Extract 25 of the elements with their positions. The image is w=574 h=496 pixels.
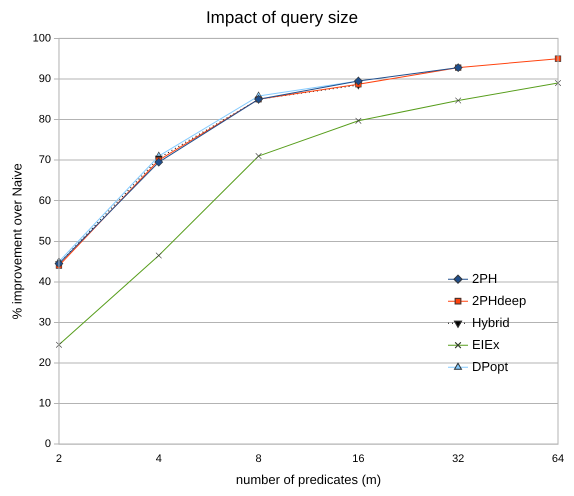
y-tick-label: 50 <box>38 235 51 248</box>
y-tick-label: 70 <box>38 154 51 166</box>
x-axis-title: number of predicates (m) <box>236 472 382 487</box>
x-tick-label: 4 <box>156 452 162 465</box>
y-tick-label: 80 <box>38 114 51 126</box>
legend-label: DPopt <box>472 358 509 374</box>
y-tick-label: 0 <box>44 438 51 450</box>
x-tick-label: 32 <box>452 452 464 465</box>
y-axis-title: % improvement over Naive <box>9 163 24 320</box>
y-tick-label: 30 <box>38 316 51 328</box>
y-tick-label: 60 <box>38 194 51 207</box>
legend-label: Hybrid <box>472 314 510 330</box>
y-tick-label: 90 <box>38 73 51 86</box>
y-tick-label: 20 <box>38 357 51 370</box>
x-tick-label: 2 <box>56 452 62 465</box>
legend-label: EIEx <box>472 336 500 352</box>
y-tick-label: 40 <box>38 276 51 288</box>
legend-label: 2PHdeep <box>472 292 526 308</box>
y-tick-label: 10 <box>38 398 51 410</box>
legend-label: 2PH <box>472 270 498 286</box>
chart-title: Impact of query size <box>206 8 358 27</box>
x-tick-label: 64 <box>552 452 564 465</box>
x-tick-label: 8 <box>256 452 262 465</box>
x-tick-label: 16 <box>352 452 365 465</box>
y-tick-label: 100 <box>32 32 51 44</box>
